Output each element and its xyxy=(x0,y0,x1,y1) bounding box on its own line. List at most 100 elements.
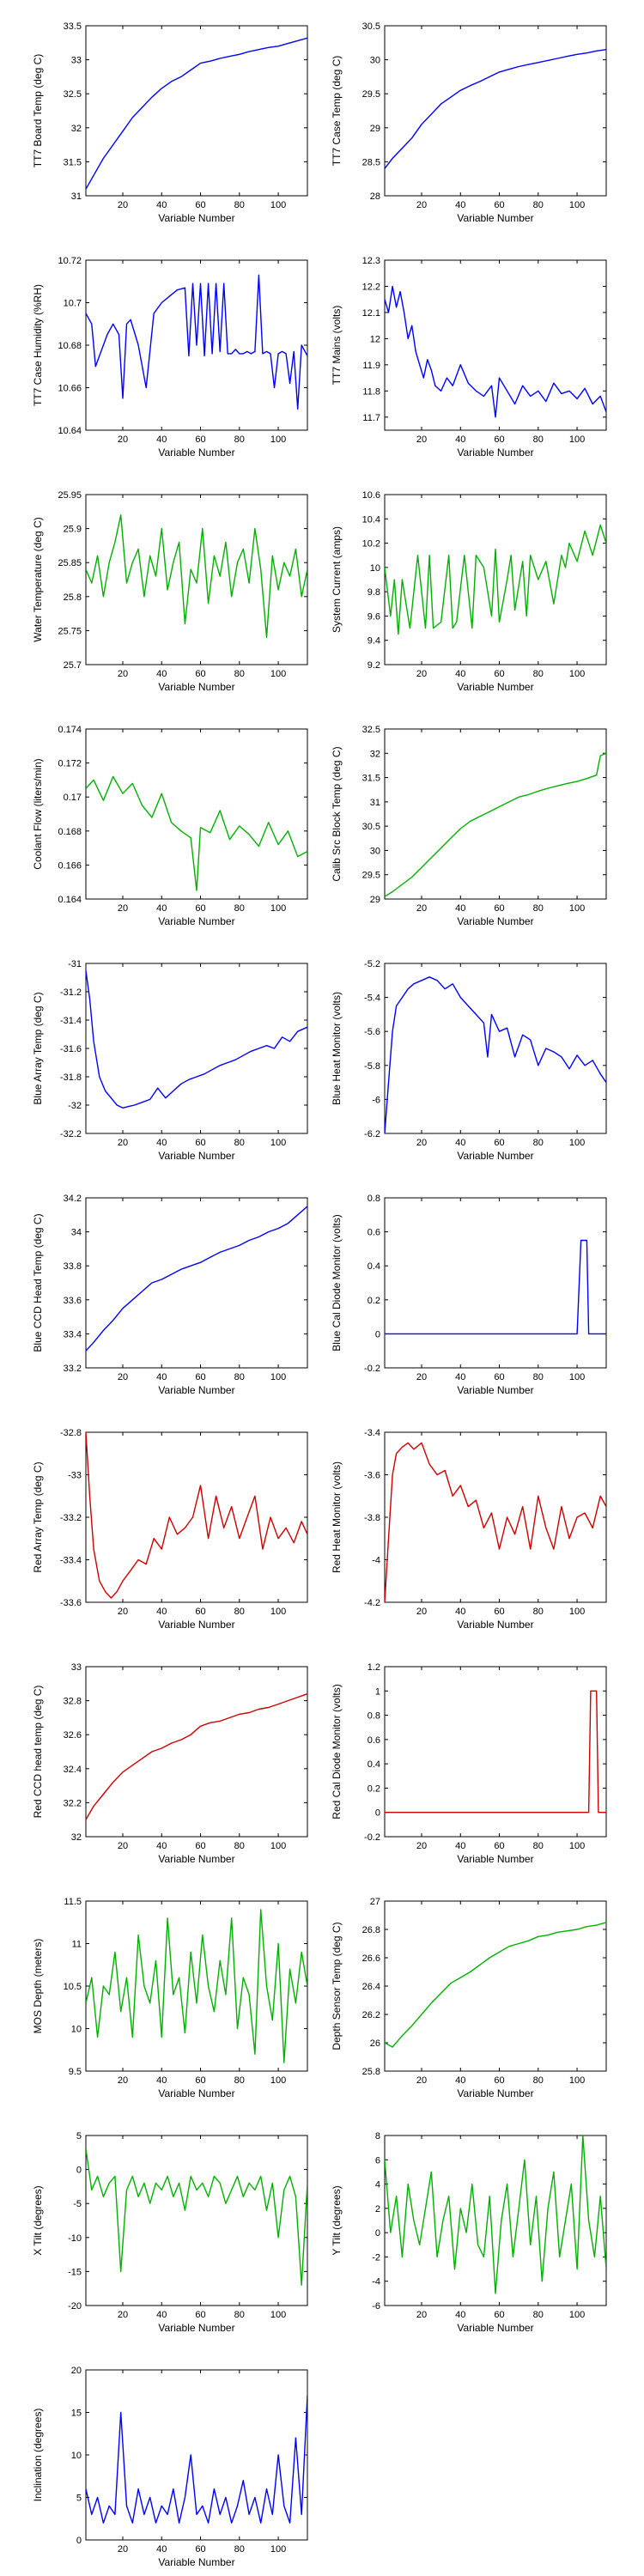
series-line xyxy=(385,976,606,1133)
y-tick-label: 0 xyxy=(76,2536,82,2546)
y-tick-label: 29 xyxy=(370,124,380,134)
series-line xyxy=(86,2148,307,2286)
y-tick-label: 12.2 xyxy=(362,282,380,292)
x-axis-label: Variable Number xyxy=(158,2087,234,2099)
x-tick-label: 80 xyxy=(234,2075,245,2086)
y-tick-label: 26.6 xyxy=(362,1953,380,1964)
y-tick-label: 2 xyxy=(375,2204,380,2215)
series-line xyxy=(86,2395,307,2524)
y-tick-label: 5 xyxy=(76,2131,82,2142)
x-tick-label: 40 xyxy=(156,903,167,914)
y-axis-label: Red Array Temp (deg C) xyxy=(32,1461,44,1572)
y-tick-label: -31.2 xyxy=(60,987,82,998)
y-tick-label: 29 xyxy=(370,895,380,905)
x-tick-label: 100 xyxy=(569,903,585,914)
x-tick-label: 40 xyxy=(455,1372,465,1382)
y-tick-label: -31 xyxy=(68,959,82,969)
y-tick-label: 10.7 xyxy=(64,299,82,309)
x-tick-label: 100 xyxy=(569,669,585,679)
y-tick-label: 32.8 xyxy=(64,1697,82,1707)
y-tick-label: -3.4 xyxy=(364,1428,380,1438)
x-tick-label: 20 xyxy=(416,434,427,445)
y-axis-label: Depth Sensor Temp (deg C) xyxy=(331,1922,343,2050)
x-tick-label: 80 xyxy=(234,669,245,679)
x-tick-label: 100 xyxy=(569,200,585,210)
series-line xyxy=(86,1206,307,1352)
x-tick-label: 100 xyxy=(270,2310,286,2320)
series-line xyxy=(385,49,606,169)
x-tick-label: 100 xyxy=(569,1138,585,1148)
x-tick-label: 80 xyxy=(533,669,544,679)
x-tick-label: 20 xyxy=(416,2075,427,2086)
x-tick-label: 60 xyxy=(195,200,205,210)
y-tick-label: -15 xyxy=(68,2267,82,2277)
series-line xyxy=(385,524,606,635)
y-tick-label: 33.8 xyxy=(64,1261,82,1272)
x-tick-label: 60 xyxy=(195,2544,205,2555)
y-tick-label: 11.7 xyxy=(362,413,380,423)
x-tick-label: 60 xyxy=(195,2075,205,2086)
y-tick-label: -3.6 xyxy=(364,1471,380,1481)
y-tick-label: 1 xyxy=(375,1686,380,1697)
x-tick-label: 20 xyxy=(118,434,128,445)
x-tick-label: 40 xyxy=(455,2310,465,2320)
y-tick-label: 12.3 xyxy=(362,256,380,266)
x-tick-label: 40 xyxy=(156,2075,167,2086)
x-tick-label: 80 xyxy=(533,2310,544,2320)
x-axis-label: Variable Number xyxy=(158,1384,234,1396)
x-axis-label: Variable Number xyxy=(158,447,234,459)
x-tick-label: 100 xyxy=(569,1372,585,1382)
series-line xyxy=(86,274,307,410)
y-axis-label: Red Heat Monitor (volts) xyxy=(331,1461,343,1573)
x-tick-label: 100 xyxy=(270,1138,286,1148)
x-tick-label: 20 xyxy=(416,200,427,210)
y-tick-label: 30.5 xyxy=(362,21,380,32)
plot-frame xyxy=(384,1431,607,1603)
y-axis-label: MOS Depth (meters) xyxy=(32,1939,44,2034)
x-tick-label: 40 xyxy=(455,903,465,914)
x-axis-label: Variable Number xyxy=(158,915,234,927)
y-tick-label: -0.2 xyxy=(364,1364,380,1374)
y-tick-label: 31 xyxy=(71,191,82,202)
x-tick-label: 40 xyxy=(455,434,465,445)
x-axis-label: Variable Number xyxy=(158,2556,234,2568)
series-line xyxy=(385,1922,606,2048)
y-tick-label: -4 xyxy=(372,1556,380,1566)
chart-2: 20 40 60 80 100 28 28.5 29 29.5 30 30.5 Variable Nu… xyxy=(331,21,607,224)
y-tick-label: 33 xyxy=(71,56,82,66)
y-tick-label: 26.2 xyxy=(362,2010,380,2020)
y-tick-label: -4 xyxy=(372,2277,380,2287)
series-line xyxy=(385,1690,606,1814)
x-tick-label: 100 xyxy=(569,1607,585,1617)
y-tick-label: 0.6 xyxy=(368,1735,380,1746)
y-tick-label: 25.7 xyxy=(64,660,82,671)
chart-7: 20 40 60 80 100 0.164 0.166 0.168 0.17 0.172 0.174… xyxy=(32,725,308,927)
y-tick-label: 0.6 xyxy=(368,1228,380,1238)
y-axis-label: Y Tilt (degrees) xyxy=(331,2185,343,2255)
x-tick-label: 20 xyxy=(118,903,128,914)
y-tick-label: -4.2 xyxy=(364,1598,380,1608)
chart-3: 20 40 60 80 100 10.64 10.66 10.68 10.7 10.72 Varia… xyxy=(32,256,308,459)
x-tick-label: 60 xyxy=(494,1841,504,1851)
y-tick-label: -33.4 xyxy=(60,1556,82,1566)
x-tick-label: 80 xyxy=(533,903,544,914)
series-line xyxy=(86,37,307,190)
x-tick-label: 100 xyxy=(569,1841,585,1851)
x-tick-label: 80 xyxy=(533,434,544,445)
chart-20: 20 40 60 80 100 -6 -4 -2 0 2 4 6 8 Variable Number Y T… xyxy=(331,2131,607,2334)
y-tick-label: 0.166 xyxy=(58,860,82,871)
y-axis-label: Inclination (degrees) xyxy=(32,2409,44,2502)
chart-21: 20 40 60 80 100 0 5 10 15 20 Variable Number Inclin… xyxy=(32,2366,308,2568)
chart-5: 20 40 60 80 100 25.7 25.75 25.8 25.85 25.9 25.95 Va… xyxy=(32,490,308,693)
y-axis-label: TT7 Case Humidity (%RH) xyxy=(32,284,44,406)
y-tick-label: 26.4 xyxy=(362,1982,380,1992)
plot-frame xyxy=(85,25,308,197)
y-axis-label: Blue Cal Diode Monitor (volts) xyxy=(331,1214,343,1351)
x-tick-label: 40 xyxy=(156,1372,167,1382)
x-axis-label: Variable Number xyxy=(457,447,533,459)
x-tick-label: 60 xyxy=(195,1138,205,1148)
y-tick-label: 11 xyxy=(72,1940,82,1950)
x-tick-label: 80 xyxy=(234,1138,245,1148)
x-tick-label: 100 xyxy=(270,1372,286,1382)
y-tick-label: 33.2 xyxy=(64,1364,82,1374)
